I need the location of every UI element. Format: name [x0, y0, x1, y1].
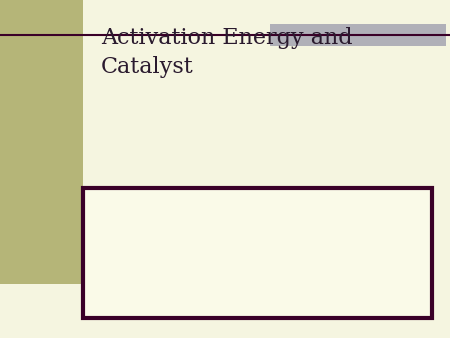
Bar	[0, 0, 83, 284]
Bar	[83, 188, 432, 318]
Text: Activation Energy and
Catalyst: Activation Energy and Catalyst	[101, 27, 353, 78]
Bar	[270, 24, 446, 46]
